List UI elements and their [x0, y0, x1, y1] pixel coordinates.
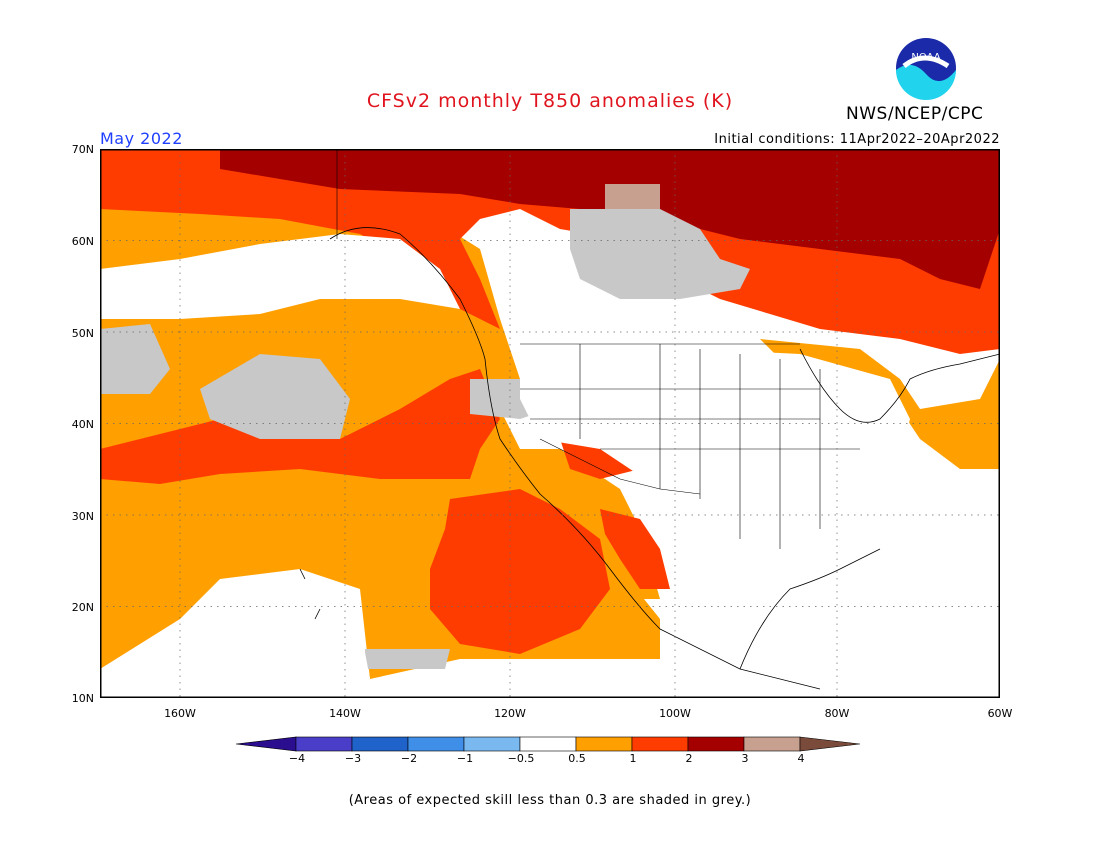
anomaly-2-to-3-regions — [220, 149, 1000, 289]
colorbar-label: −3 — [344, 752, 362, 765]
colorbar-swatch — [407, 736, 465, 752]
colorbar-label: −0.5 — [507, 752, 535, 765]
lon-label-120w: 120W — [494, 707, 526, 720]
colorbar-label: −2 — [400, 752, 418, 765]
colorbar-label: 4 — [797, 752, 805, 765]
colorbar-label: 2 — [685, 752, 693, 765]
lon-label-80w: 80W — [824, 707, 850, 720]
colorbar-label: −4 — [288, 752, 306, 765]
skill-footnote: (Areas of expected skill less than 0.3 a… — [348, 793, 752, 808]
lat-label-10n: 10N — [71, 692, 94, 705]
lon-label-160w: 160W — [164, 707, 196, 720]
colorbar-swatch — [631, 736, 689, 752]
lon-label-60w: 60W — [987, 707, 1013, 720]
lat-label-40n: 40N — [71, 418, 94, 431]
colorbar-swatch — [351, 736, 409, 752]
colorbar-swatch — [575, 736, 633, 752]
colorbar-label: 3 — [741, 752, 749, 765]
colorbar-swatch — [463, 736, 521, 752]
graticule — [100, 149, 1000, 698]
colorbar-label: 1 — [629, 752, 637, 765]
political-borders — [336, 149, 860, 549]
near-normal-regions — [100, 234, 1000, 698]
coastlines — [299, 227, 1000, 690]
colorbar-swatch — [236, 736, 297, 752]
colorbar-label: 0.5 — [568, 752, 586, 765]
lat-label-20n: 20N — [71, 601, 94, 614]
lat-label-70n: 70N — [71, 143, 94, 156]
logo-text: NOAA — [911, 52, 940, 63]
agency-label: NWS/NCEP/CPC — [846, 104, 984, 124]
low-skill-grey-regions — [100, 209, 1000, 669]
anomaly-map — [100, 149, 1000, 698]
colorbar-label: −1 — [456, 752, 474, 765]
lat-label-50n: 50N — [71, 327, 94, 340]
colorbar-swatch — [743, 736, 801, 752]
colorbar-swatch — [687, 736, 745, 752]
lon-label-100w: 100W — [659, 707, 691, 720]
lat-label-30n: 30N — [71, 510, 94, 523]
colorbar-swatch — [799, 736, 861, 752]
lat-label-60n: 60N — [71, 235, 94, 248]
month-label: May 2022 — [100, 129, 183, 148]
colorbar-swatch — [295, 736, 353, 752]
colorbar-swatch — [519, 736, 577, 752]
map-title: CFSv2 monthly T850 anomalies (K) — [366, 90, 734, 112]
colorbar — [236, 736, 861, 752]
noaa-logo: NOAA — [896, 38, 956, 100]
initial-conditions: Initial conditions: 11Apr2022–20Apr2022 — [714, 132, 1000, 147]
lon-label-140w: 140W — [329, 707, 361, 720]
